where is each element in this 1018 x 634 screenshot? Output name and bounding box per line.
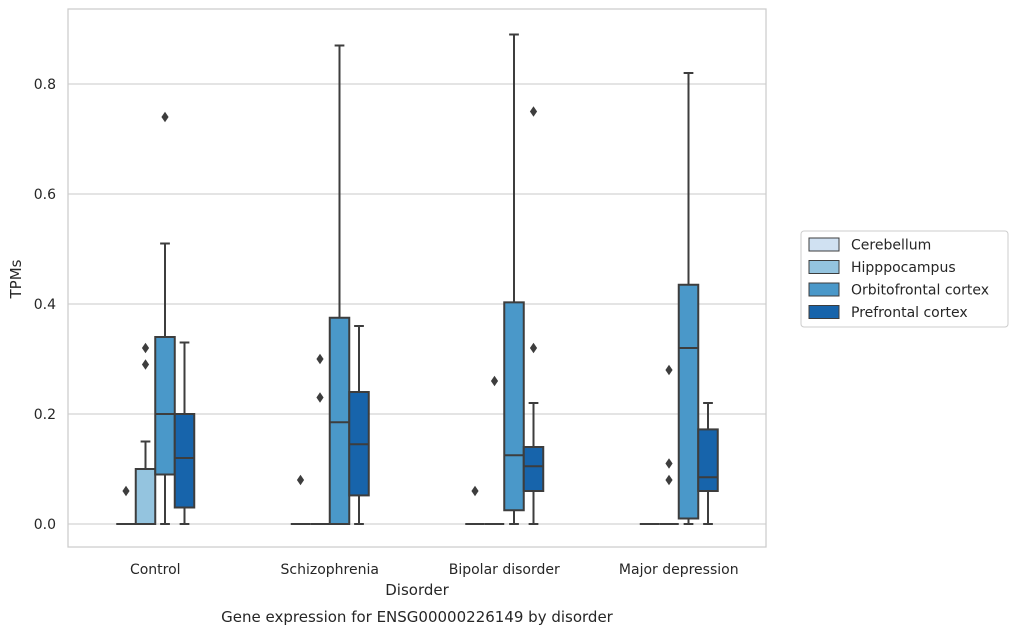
legend: Cerebellum Hipppocampus Orbitofrontal cort…: [800, 230, 1009, 328]
legend-label: Orbitofrontal cortex: [851, 283, 989, 299]
legend-swatch: [808, 237, 840, 252]
y-tick-label: 0.4: [34, 297, 56, 313]
legend-swatch: [808, 282, 840, 297]
box-iqr: [677, 283, 700, 520]
x-tick-label: Control: [130, 562, 181, 578]
box-iqr: [328, 316, 351, 525]
legend-frame: [800, 230, 1009, 328]
box-iqr: [503, 301, 525, 512]
outlier-point: [316, 392, 324, 403]
x-axis-label: Disorder: [385, 581, 449, 599]
legend-swatch: [808, 260, 840, 274]
y-tick-label: 0.2: [34, 407, 56, 423]
outlier-point: [471, 485, 479, 497]
legend-swatch: [808, 305, 840, 319]
outlier-point: [316, 353, 324, 365]
outlier-point: [490, 375, 499, 387]
box-group: [173, 341, 196, 525]
outlier-point: [296, 474, 305, 486]
legend-label: Cerebellum: [851, 238, 931, 254]
outlier-point: [665, 458, 673, 469]
box-group: [697, 402, 719, 525]
legend-label: Hipppocampus: [851, 260, 956, 276]
plot-frame: [67, 8, 767, 548]
legend-label: Prefrontal cortex: [851, 305, 968, 321]
x-tick-label: Major depression: [619, 562, 739, 578]
y-axis-label: TPMs: [7, 259, 25, 299]
y-tick-label: 0.0: [34, 517, 56, 533]
box-group: [659, 364, 679, 525]
outlier-point: [529, 106, 538, 117]
outlier-point: [122, 485, 130, 497]
outlier-point: [161, 111, 169, 123]
box-group: [484, 375, 505, 525]
box-iqr: [697, 428, 719, 492]
y-tick-labels: 0.0 0.2 0.4 0.6 0.8: [34, 77, 56, 533]
box-group: [134, 342, 157, 525]
y-tick-label: 0.6: [34, 187, 56, 203]
box-group: [310, 353, 330, 525]
box-iqr: [134, 468, 157, 525]
x-tick-label: Bipolar disorder: [449, 562, 560, 578]
outlier-point: [529, 342, 538, 354]
outlier-point: [141, 359, 150, 370]
box-group: [116, 485, 136, 525]
box-group: [154, 111, 176, 525]
box-series: [116, 33, 719, 525]
outlier-point: [141, 342, 150, 354]
box-iqr: [522, 446, 545, 492]
box-group: [465, 485, 485, 525]
box-group: [677, 72, 700, 525]
box-group: [328, 44, 351, 525]
chart-caption: Gene expression for ENSG00000226149 by d…: [221, 608, 614, 626]
x-tick-label: Schizophrenia: [281, 562, 379, 578]
outlier-point: [665, 474, 673, 486]
box-group: [503, 33, 525, 525]
outlier-point: [665, 364, 673, 376]
x-tick-labels: Control Schizophrenia Bipolar disorder Majo…: [130, 562, 739, 578]
box-group: [522, 106, 545, 525]
y-tick-label: 0.8: [34, 77, 56, 93]
box-iqr: [173, 413, 196, 509]
box-group: [290, 474, 311, 525]
box-group: [348, 325, 370, 525]
box-iqr: [154, 336, 176, 476]
